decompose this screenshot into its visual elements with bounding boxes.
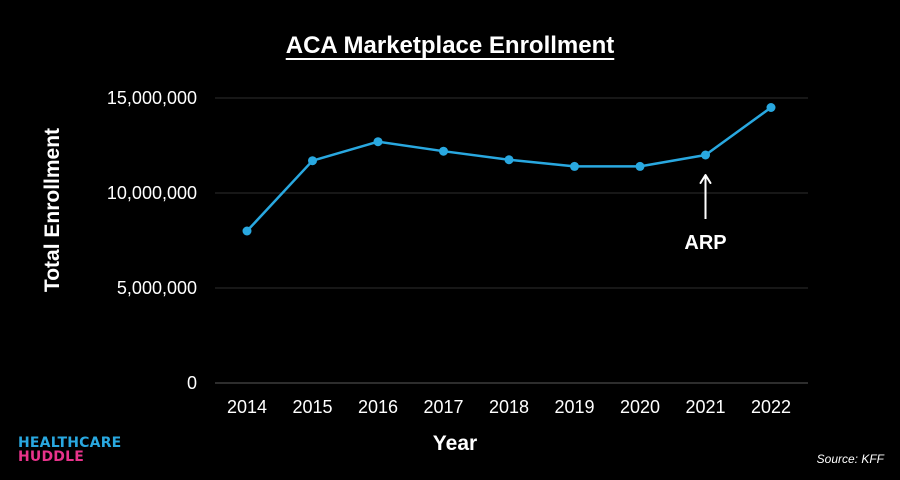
x-tick-label: 2014 <box>227 397 267 417</box>
data-point <box>766 103 776 112</box>
y-tick-label: 15,000,000 <box>107 88 197 108</box>
logo-line-1: HEALTHCARE <box>18 435 122 451</box>
x-tick-label: 2022 <box>751 397 791 417</box>
x-tick-label: 2015 <box>292 397 332 417</box>
y-axis-label-container: Total Enrollment <box>38 95 68 325</box>
data-point <box>439 146 448 156</box>
x-tick-label: 2017 <box>423 397 463 417</box>
y-tick-label: 0 <box>187 373 197 393</box>
x-tick-label: 2019 <box>554 397 594 417</box>
source-note: Source: KFF <box>816 452 884 466</box>
data-point <box>373 137 383 147</box>
gridlines <box>215 97 808 384</box>
annotation-arrow-head <box>699 174 712 184</box>
x-axis-tick-labels: 2014 2015 2016 2017 2018 2019 2020 2021 2022 <box>227 397 791 417</box>
healthcare-huddle-logo: HEALTHCARE HUDDLE <box>18 436 121 464</box>
data-point <box>308 156 317 166</box>
x-tick-label: 2020 <box>620 397 660 417</box>
annotations: ARP <box>684 174 727 254</box>
x-tick-label: 2018 <box>489 397 529 417</box>
x-tick-label: 2021 <box>685 397 725 417</box>
chart-title: ACA Marketplace Enrollment <box>285 32 615 59</box>
series-points <box>242 103 776 236</box>
y-tick-label: 10,000,000 <box>107 183 197 203</box>
y-axis-label: Total Enrollment <box>41 127 64 293</box>
annotation-label: ARP <box>684 232 726 254</box>
data-point <box>570 161 579 171</box>
series-line <box>246 106 772 232</box>
y-tick-label: 5,000,000 <box>117 278 197 298</box>
data-point <box>701 150 710 160</box>
data-point <box>635 161 645 171</box>
data-point <box>242 226 252 236</box>
logo-line-2: HUDDLE <box>18 449 85 465</box>
y-axis-tick-labels: 0 5,000,000 10,000,000 15,000,000 <box>107 88 197 393</box>
x-axis-label: Year <box>432 432 478 455</box>
enrollment-line <box>246 106 772 232</box>
x-tick-label: 2016 <box>358 397 398 417</box>
data-point <box>504 155 514 165</box>
